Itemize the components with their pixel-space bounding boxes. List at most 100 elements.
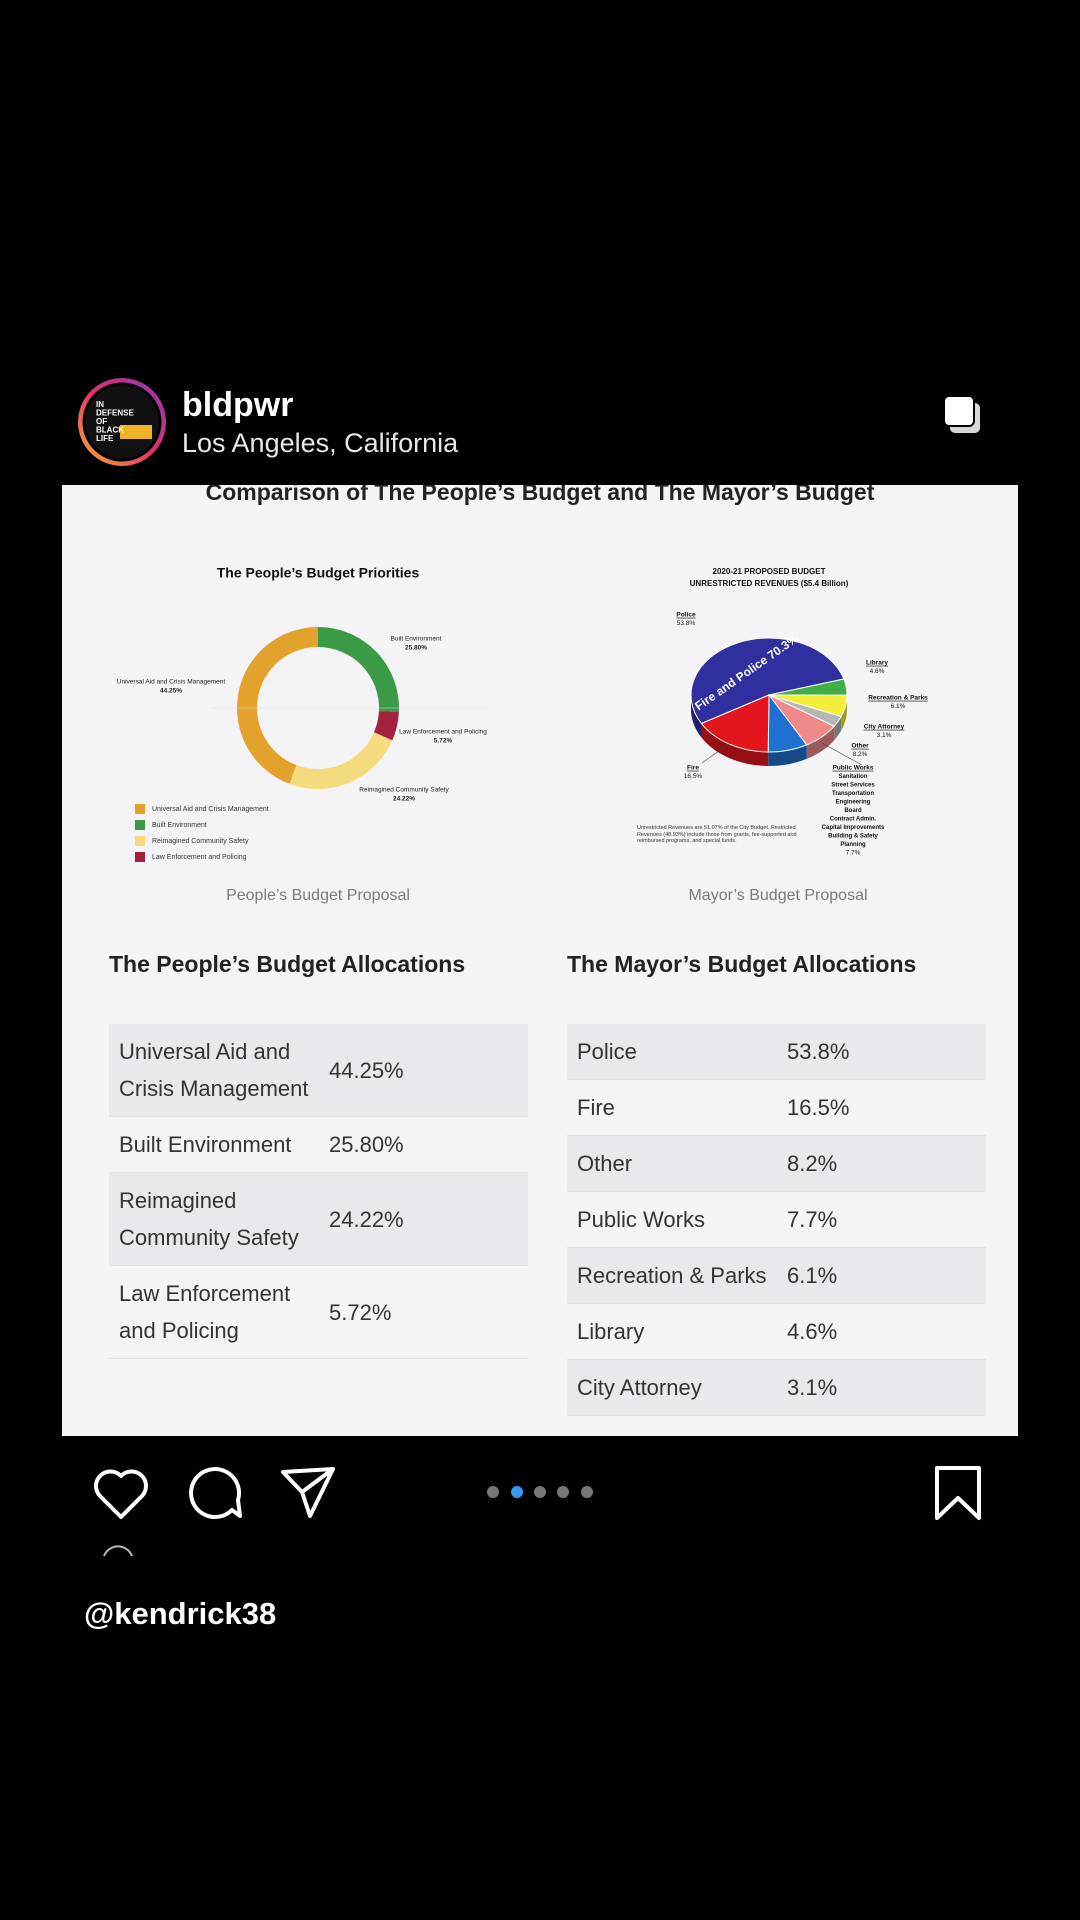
donut-slice xyxy=(318,627,400,713)
slice-value: 25.80% xyxy=(405,645,427,652)
carousel-dot xyxy=(557,1486,569,1498)
table-title: The People’s Budget Allocations xyxy=(109,951,466,977)
avatar-text: OF xyxy=(96,417,107,426)
slice-label: Public Works xyxy=(832,765,873,772)
legend-swatch xyxy=(135,836,145,846)
slice-value: 8.2% xyxy=(853,751,868,758)
table-row: Library 4.6% xyxy=(567,1304,986,1360)
donut-slice xyxy=(236,627,318,784)
row-label: Public Works xyxy=(577,1207,705,1232)
row-label: City Attorney xyxy=(577,1375,702,1400)
slice-label: Other xyxy=(851,743,869,750)
pie-slice-side xyxy=(701,723,769,766)
legend-label: Universal Aid and Crisis Management xyxy=(152,806,269,813)
slice-value: 6.1% xyxy=(891,703,906,710)
public-works-detail: Street Services xyxy=(831,783,875,789)
avatar-text: BLACK xyxy=(96,426,124,435)
legend-swatch xyxy=(135,804,145,814)
public-works-detail: Planning xyxy=(840,842,866,848)
public-works-detail: Transportation xyxy=(832,791,874,797)
location[interactable]: Los Angeles, California xyxy=(182,428,459,458)
public-works-detail: Contract Admin. xyxy=(830,817,877,823)
legend-label: Built Environment xyxy=(152,822,207,829)
pie-slice-side xyxy=(841,695,847,731)
slice-label: Reimagined Community Safety xyxy=(359,787,449,794)
row-label: Police xyxy=(577,1039,637,1064)
table-row: Law Enforcement and Policing 5.72% xyxy=(109,1266,528,1359)
chart-note: Unrestricted Revenues are 51.07% of the … xyxy=(637,825,797,844)
table-row: Public Works 7.7% xyxy=(567,1192,986,1248)
allocation-table: Universal Aid and Crisis Management 44.25… xyxy=(109,1024,528,1359)
carousel-icon-front xyxy=(943,395,975,427)
row-value: 24.22% xyxy=(329,1206,404,1232)
comment-button[interactable] xyxy=(189,1467,242,1519)
public-works-detail: Building & Safety xyxy=(828,834,878,840)
allocation-table: Police 53.8% Fire 16.5% Other 8.2% Public Work… xyxy=(567,1024,986,1416)
pie-slice xyxy=(700,694,770,753)
chart-caption: People’s Budget Proposal xyxy=(226,887,410,904)
avatar-text: LIFE xyxy=(96,434,114,443)
slice-value: 4.6% xyxy=(870,668,885,675)
avatar[interactable] xyxy=(82,382,162,462)
carousel-dot xyxy=(534,1486,546,1498)
caption-mention[interactable]: @kendrick38 xyxy=(84,1596,277,1631)
row-label: Library xyxy=(577,1319,645,1344)
row-value: 3.1% xyxy=(787,1375,838,1400)
public-works-detail: Sanitation xyxy=(838,774,867,780)
avatar-badge xyxy=(120,425,152,439)
share-button[interactable] xyxy=(281,1467,335,1518)
slice-value: 44.25% xyxy=(160,688,182,695)
slice-label: Police xyxy=(676,612,696,619)
row-label: Reimagined Community Safety xyxy=(119,1188,299,1250)
carousel-dot xyxy=(581,1486,593,1498)
row-value: 4.6% xyxy=(787,1319,838,1344)
slice-label: City Attorney xyxy=(864,724,905,731)
row-value: 44.25% xyxy=(329,1057,404,1083)
slice-value: 3.1% xyxy=(877,732,892,739)
legend-label: Law Enforcement and Policing xyxy=(152,854,247,861)
slice-label: Fire xyxy=(687,765,699,772)
username[interactable]: bldpwr xyxy=(182,386,294,424)
public-works-detail: Engineering xyxy=(836,800,871,806)
avatar-text: IN xyxy=(96,400,104,409)
carousel-dot xyxy=(487,1486,499,1498)
row-value: 7.7% xyxy=(787,1207,838,1232)
legend-swatch xyxy=(135,820,145,830)
like-button[interactable] xyxy=(94,1469,148,1519)
liker-avatar xyxy=(103,1545,133,1557)
image-title: Comparison of The People’s Budget and Th… xyxy=(205,485,875,505)
charts: The People’s Budget Priorities Built Envi… xyxy=(117,565,928,862)
slice-label: Universal Aid and Crisis Management xyxy=(117,679,226,686)
table-row: Recreation & Parks 6.1% xyxy=(567,1248,986,1304)
slice-value: 7.7% xyxy=(846,850,861,857)
row-value: 25.80% xyxy=(329,1132,404,1157)
row-value: 16.5% xyxy=(787,1095,850,1120)
leader-line xyxy=(821,742,863,766)
table-row: Built Environment 25.80% xyxy=(109,1117,528,1173)
table-row: Universal Aid and Crisis Management 44.25… xyxy=(109,1024,528,1117)
save-button[interactable] xyxy=(935,1466,981,1520)
chart-caption: Mayor’s Budget Proposal xyxy=(688,887,868,904)
table-row: City Attorney 3.1% xyxy=(567,1360,986,1416)
row-label: Law Enforcement and Policing xyxy=(119,1281,291,1343)
slice-label: Law Enforcement and Policing xyxy=(399,729,487,736)
row-value: 53.8% xyxy=(787,1039,850,1064)
carousel-dot-active xyxy=(511,1486,523,1498)
table-row: Reimagined Community Safety 24.22% xyxy=(109,1173,528,1266)
pie-slice-side xyxy=(834,716,842,741)
donut-slice xyxy=(289,732,393,790)
avatar-text: DEFENSE xyxy=(96,409,134,418)
row-label: Fire xyxy=(577,1095,615,1120)
public-works-detail: Capital Improvements xyxy=(822,825,885,831)
chart-title: 2020-21 PROPOSED BUDGET xyxy=(713,567,826,576)
slice-label: Recreation & Parks xyxy=(868,695,928,702)
row-value: 6.1% xyxy=(787,1263,838,1288)
pie-slice-side xyxy=(806,726,835,759)
slice-label: Library xyxy=(866,660,888,667)
carousel-icon xyxy=(943,395,980,433)
pie-slice-side xyxy=(768,744,807,767)
chart-subtitle: UNRESTRICTED REVENUES ($5.4 Billion) xyxy=(690,579,849,588)
table-title: The Mayor’s Budget Allocations xyxy=(567,951,917,977)
